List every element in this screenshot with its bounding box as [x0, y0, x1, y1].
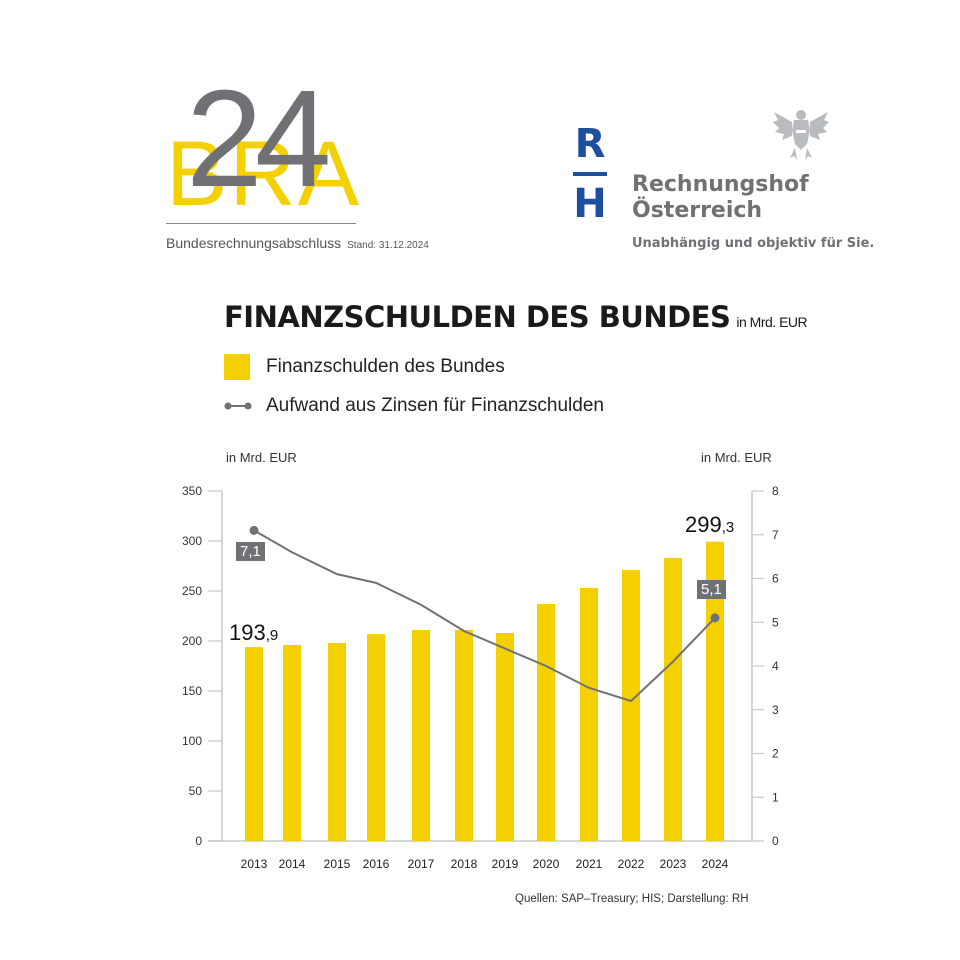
right-tick-label: 6 — [772, 572, 779, 586]
right-tick-label: 4 — [772, 659, 779, 673]
x-tick-label: 2013 — [241, 857, 268, 871]
legend-line-swatch — [224, 402, 252, 410]
x-tick-label: 2019 — [492, 857, 519, 871]
stand-date: Stand: 31.12.2024 — [347, 240, 429, 251]
x-tick-label: 2017 — [408, 857, 435, 871]
logo-subtitle: Bundesrechnungsabschluss Stand: 31.12.202… — [166, 235, 429, 251]
left-tick-label: 150 — [182, 684, 202, 698]
subtitle-text: Bundesrechnungsabschluss — [166, 235, 342, 251]
chart-title-unit: in Mrd. EUR — [736, 314, 808, 330]
bar-2018 — [455, 630, 473, 841]
left-tick-label: 300 — [182, 534, 202, 548]
bar-2017 — [412, 630, 430, 841]
line-start-marker — [249, 525, 259, 535]
x-tick-label: 2021 — [576, 857, 603, 871]
bar-2020 — [537, 604, 555, 841]
interest-line — [253, 529, 716, 703]
x-tick-label: 2015 — [324, 857, 351, 871]
last-bar-label-main: 299 — [685, 512, 722, 537]
bra-logo-letters: BRA — [166, 123, 362, 225]
right-tick-label: 3 — [772, 703, 779, 717]
left-tick-label: 0 — [195, 834, 202, 848]
right-axis-unit: in Mrd. EUR — [701, 450, 772, 465]
right-tick-label: 2 — [772, 747, 779, 761]
first-bar-label-dec: ,9 — [265, 627, 279, 644]
bar-2019 — [496, 633, 514, 841]
bar-2013 — [245, 647, 263, 841]
bar-2023 — [664, 558, 682, 841]
right-tick-label: 5 — [772, 615, 779, 629]
bra-logo-year: 24 — [186, 62, 331, 216]
left-tick-label: 50 — [189, 784, 203, 798]
bar-2015 — [328, 643, 346, 841]
legend-item-bar: Finanzschulden des Bundes — [224, 354, 505, 380]
first-bar-label-main: 193 — [229, 620, 266, 645]
left-tick-label: 350 — [182, 484, 202, 498]
legend-bar-swatch — [224, 354, 250, 380]
x-tick-label: 2018 — [451, 857, 478, 871]
x-tick-label: 2024 — [702, 857, 729, 871]
left-tick-label: 100 — [182, 734, 202, 748]
x-tick-label: 2020 — [533, 857, 560, 871]
first-bar-label: 193,9 — [229, 620, 278, 646]
rh-mark-divider — [573, 172, 607, 176]
left-tick-label: 250 — [182, 584, 202, 598]
chart-title: FINANZSCHULDEN DES BUNDES in Mrd. EUR — [224, 300, 808, 334]
legend-item-line: Aufwand aus Zinsen für Finanzschulden — [224, 393, 604, 419]
legend-line-label: Aufwand aus Zinsen für Finanzschulden — [266, 395, 604, 416]
last-line-badge: 5,1 — [697, 580, 726, 599]
rh-name-line2: Österreich — [632, 198, 763, 223]
bar-2014 — [283, 645, 301, 841]
first-line-badge: 7,1 — [236, 542, 265, 561]
rh-mark-bottom: H — [573, 181, 607, 227]
rh-tagline: Unabhängig und objektiv für Sie. — [632, 236, 875, 251]
logo-divider — [166, 223, 356, 224]
left-axis-unit: in Mrd. EUR — [226, 450, 297, 465]
rh-name-line1: Rechnungshof — [632, 172, 809, 197]
bar-2024 — [706, 541, 724, 841]
right-tick-label: 7 — [772, 528, 779, 542]
source-note: Quellen: SAP–Treasury; HIS; Darstellung:… — [515, 893, 749, 905]
rh-name: Rechnungshof Österreich — [632, 172, 809, 224]
x-tick-label: 2014 — [279, 857, 306, 871]
line-end-marker — [710, 613, 720, 623]
bar-2022 — [622, 570, 640, 841]
x-tick-label: 2022 — [618, 857, 645, 871]
austrian-eagle-icon — [773, 110, 829, 160]
bar-2021 — [580, 588, 598, 841]
x-tick-label: 2016 — [363, 857, 390, 871]
legend-bar-label: Finanzschulden des Bundes — [266, 356, 505, 377]
last-bar-label-dec: ,3 — [721, 519, 735, 536]
left-tick-label: 200 — [182, 634, 202, 648]
chart-title-text: FINANZSCHULDEN DES BUNDES — [224, 300, 731, 334]
right-tick-label: 8 — [772, 484, 779, 498]
rh-mark-top: R — [574, 121, 606, 167]
bar-2016 — [367, 634, 385, 841]
last-bar-label: 299,3 — [685, 512, 734, 538]
right-tick-label: 0 — [772, 834, 779, 848]
x-tick-label: 2023 — [660, 857, 687, 871]
right-tick-label: 1 — [772, 790, 779, 804]
